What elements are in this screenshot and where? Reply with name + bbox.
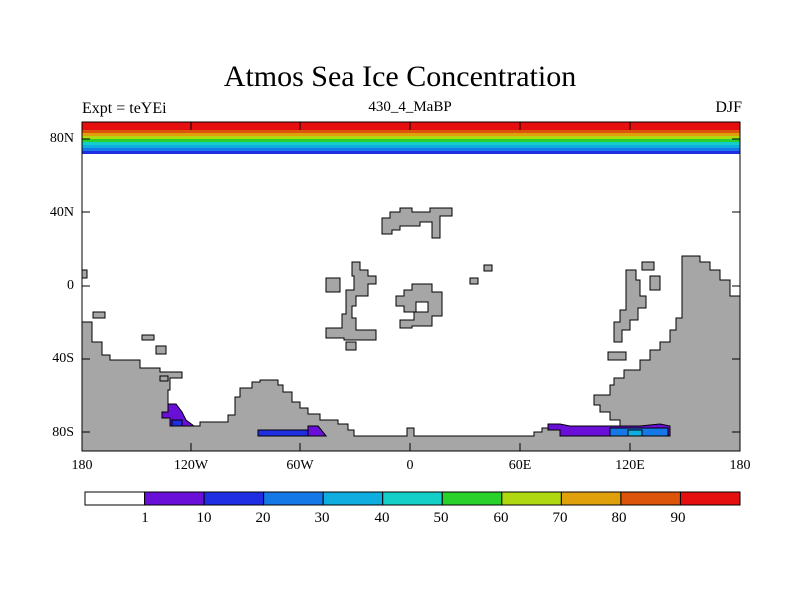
island: [325, 277, 341, 293]
x-ticks: [81, 122, 631, 451]
island: [141, 334, 155, 341]
arctic-band-2: [82, 133, 740, 136]
lat-label-80s: 80S: [52, 425, 74, 440]
lat-label-80n: 80N: [49, 131, 74, 146]
sea-ice-patch-120w-inner: [171, 419, 183, 427]
y-ticks: [82, 138, 740, 433]
colorbar-swatch-10: [679, 491, 741, 506]
lon-label-120w: 120W: [173, 458, 209, 473]
lat-label-40n: 40N: [49, 205, 74, 220]
lon-label-60e: 60E: [508, 458, 532, 473]
arctic-band-5: [82, 142, 740, 145]
southern-continent-land: [81, 255, 741, 452]
arctic-band-8: [82, 151, 740, 154]
lon-label-0: 0: [406, 458, 414, 473]
arctic-band-0: [82, 122, 740, 130]
eastern-landmass: [613, 269, 647, 343]
arctic-sea-ice: [82, 122, 740, 154]
colorbar-swatch-2: [203, 491, 265, 506]
island: [469, 277, 479, 285]
island: [92, 311, 106, 319]
colorbar-swatch-0: [84, 491, 146, 506]
island: [345, 341, 357, 351]
colorbar-label-70: 70: [552, 510, 568, 526]
colorbar-swatch-9: [620, 491, 681, 506]
map-title: Atmos Sea Ice Concentration: [223, 60, 577, 93]
island: [159, 375, 169, 382]
island: [155, 345, 167, 355]
island: [81, 269, 88, 279]
season-label: DJF: [715, 99, 742, 116]
lon-label-180e: 180: [729, 458, 751, 473]
antarctic-sea-ice: [161, 403, 671, 437]
arctic-band-7: [82, 148, 740, 151]
arctic-band-6: [82, 145, 740, 148]
colorbar-swatch-4: [322, 491, 384, 506]
lon-label-120e: 120E: [615, 458, 645, 473]
colorbar-label-90: 90: [670, 510, 686, 526]
colorbar-swatch-1: [144, 491, 205, 506]
arctic-band-3: [82, 136, 740, 139]
colorbar-swatch-7: [501, 491, 562, 506]
map-subtitle: 430_4_MaBP: [368, 99, 452, 115]
lon-label-60w: 60W: [286, 458, 314, 473]
lat-label-40s: 40S: [52, 351, 74, 366]
lat-label-0: 0: [67, 278, 74, 293]
colorbar-label-30: 30: [314, 510, 330, 526]
sea-ice-patch-60w-outer: [307, 425, 328, 437]
island: [649, 275, 661, 291]
tropical-landmass-2: [395, 283, 443, 329]
arctic-band-1: [82, 130, 740, 133]
colorbar-label-40: 40: [374, 510, 390, 526]
colorbar-label-80: 80: [611, 510, 627, 526]
lon-label-180w: 180: [71, 458, 93, 473]
sea-ice-patch-120w: [161, 403, 196, 427]
colorbar-swatch-5: [382, 491, 443, 506]
sea-ice-patch-120e-core: [627, 429, 643, 437]
colorbar-swatch-6: [441, 491, 503, 506]
island: [483, 264, 493, 272]
colorbar-label-20: 20: [255, 510, 271, 526]
land-masses: [81, 207, 741, 452]
colorbar-label-50: 50: [433, 510, 449, 526]
island: [607, 351, 627, 361]
arctic-band-4: [82, 139, 740, 142]
colorbar-swatch-8: [560, 491, 622, 506]
colorbar-swatch-3: [263, 491, 324, 506]
tropical-landmass: [325, 261, 377, 341]
experiment-label: Expt = teYEi: [82, 100, 167, 117]
island: [641, 261, 655, 271]
colorbar-label-10: 10: [196, 510, 212, 526]
northern-landmass: [381, 207, 453, 239]
colorbar-label-1: 1: [141, 510, 149, 526]
colorbar-label-60: 60: [493, 510, 509, 526]
colorbar: [84, 491, 741, 506]
